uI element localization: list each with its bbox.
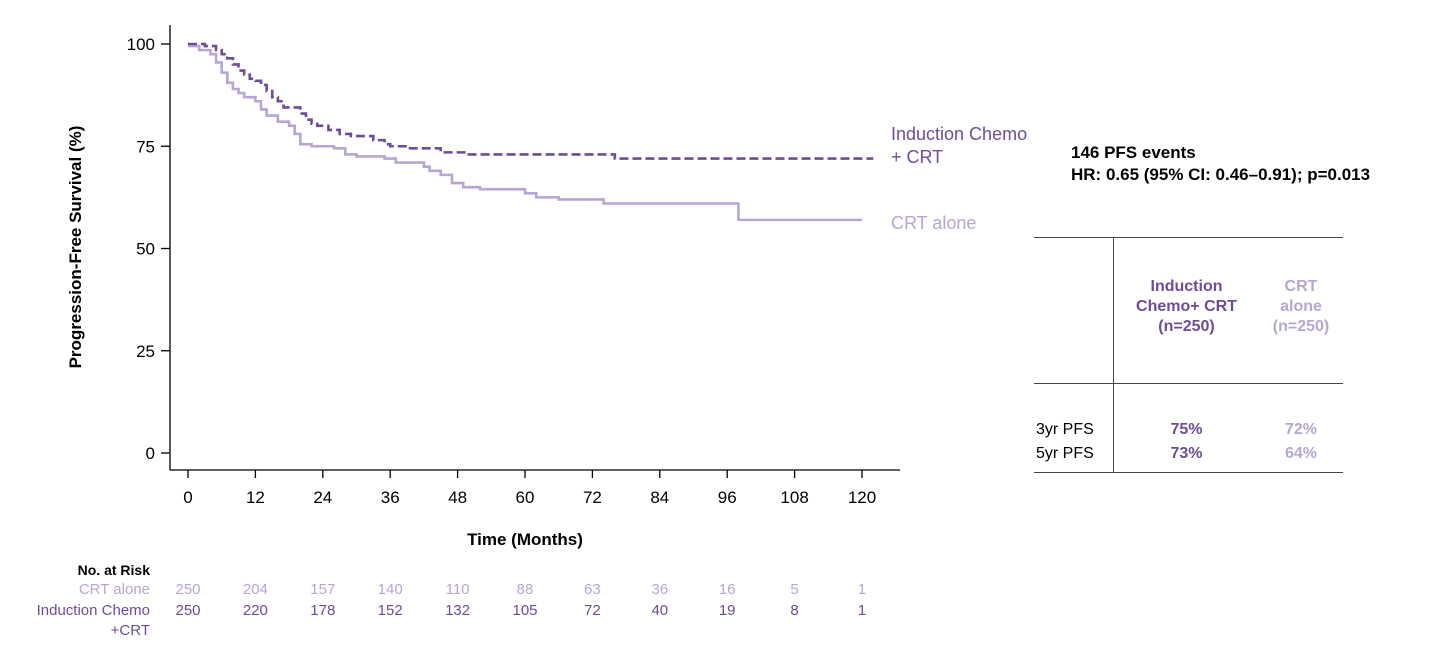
survival-curves (188, 42, 874, 222)
km-chart: 0 25 50 75 100 0 12 24 36 48 60 72 84 96 108 120 Progr… (37, 25, 1027, 639)
risk-value: 88 (517, 581, 534, 598)
table-rule-mid (1034, 383, 1343, 384)
risk-value: 63 (584, 581, 601, 598)
col-header-line: (n=250) (1272, 318, 1330, 335)
cell-3yr-induction: 75% (1170, 421, 1203, 438)
y-tick-label: 25 (136, 342, 155, 361)
row-label-3yr: 3yr PFS (1036, 421, 1094, 438)
risk-value: 250 (175, 581, 200, 598)
x-tick-label: 96 (718, 488, 737, 507)
hazard-ratio-text: HR: 0.65 (95% CI: 0.46–0.91); p=0.013 (1071, 165, 1371, 184)
series-label: CRT alone (891, 213, 976, 233)
x-tick-label: 24 (313, 488, 332, 507)
col-header-line: Chemo+ CRT (1136, 298, 1237, 315)
risk-table-header: No. at Risk (78, 562, 151, 578)
y-tick-label: 75 (136, 137, 155, 156)
row-label-5yr: 5yr PFS (1036, 445, 1094, 462)
risk-value: 250 (175, 602, 200, 619)
x-tick-label: 120 (848, 488, 876, 507)
hazard-summary: 146 PFS events HR: 0.65 (95% CI: 0.46–0.… (1071, 142, 1370, 186)
x-axis-title: Time (Months) (467, 530, 583, 549)
pfs-table: Induction Chemo+ CRT (n=250) CRT alone (… (1034, 237, 1343, 473)
risk-value: 178 (310, 602, 335, 619)
pfs-events-text: 146 PFS events (1071, 143, 1196, 162)
risk-table: CRT alone 250 204 157 140 110 88 63 36 16 5 1Induct… (37, 581, 867, 639)
x-tick-label: 48 (448, 488, 467, 507)
x-tick-label: 0 (183, 488, 192, 507)
series-labels: Induction Chemo + CRT CRT alone (891, 124, 1027, 233)
risk-row-label: CRT alone (79, 581, 150, 598)
col-header-line: Induction (1150, 278, 1223, 295)
risk-value: 19 (719, 602, 736, 619)
x-tick-label: 108 (780, 488, 808, 507)
km-curve-crt-alone (188, 44, 862, 222)
risk-value: 5 (790, 581, 798, 598)
x-tick-label: 12 (246, 488, 265, 507)
risk-value: 1 (858, 602, 866, 619)
cell-5yr-crt: 64% (1284, 445, 1318, 462)
series-label: + CRT (891, 147, 943, 167)
table-rule-bottom (1034, 472, 1343, 473)
series-label: Induction Chemo (891, 124, 1027, 144)
risk-value: 220 (243, 602, 268, 619)
table-rule-top (1034, 237, 1343, 238)
col-header-crt: CRT alone (n=250) (1259, 277, 1343, 337)
y-tick-label: 50 (136, 240, 155, 259)
risk-value: 40 (651, 602, 668, 619)
risk-value: 16 (719, 581, 736, 598)
km-curve-induction (188, 42, 874, 160)
risk-value: 1 (858, 581, 866, 598)
risk-value: 36 (651, 581, 668, 598)
risk-value: 140 (378, 581, 403, 598)
risk-value: 204 (243, 581, 268, 598)
risk-value: 132 (445, 602, 470, 619)
risk-value: 152 (378, 602, 403, 619)
x-tick-label: 60 (516, 488, 535, 507)
risk-value: 72 (584, 602, 601, 619)
cell-5yr-induction: 73% (1170, 445, 1203, 462)
risk-value: 105 (512, 602, 537, 619)
risk-value: 157 (310, 581, 335, 598)
col-header-induction: Induction Chemo+ CRT (n=250) (1124, 277, 1249, 337)
y-axis-title: Progression-Free Survival (%) (66, 126, 85, 369)
y-tick-label: 0 (146, 444, 155, 463)
risk-value: 110 (446, 581, 470, 598)
x-axis-ticks: 0 12 24 36 48 60 72 84 96 108 120 (183, 470, 876, 507)
x-tick-label: 36 (381, 488, 400, 507)
col-header-line: CRT (1284, 278, 1318, 295)
y-axis-ticks: 0 25 50 75 100 (127, 35, 170, 463)
risk-row-label: Induction Chemo (37, 602, 150, 619)
x-tick-label: 72 (583, 488, 602, 507)
y-tick-label: 100 (127, 35, 155, 54)
col-header-line: alone (1280, 298, 1322, 315)
cell-3yr-crt: 72% (1284, 421, 1318, 438)
table-rule-vertical (1113, 237, 1114, 473)
risk-value: 8 (790, 602, 798, 619)
risk-row-label: +CRT (111, 622, 150, 639)
col-header-line: (n=250) (1158, 318, 1215, 335)
x-tick-label: 84 (650, 488, 669, 507)
